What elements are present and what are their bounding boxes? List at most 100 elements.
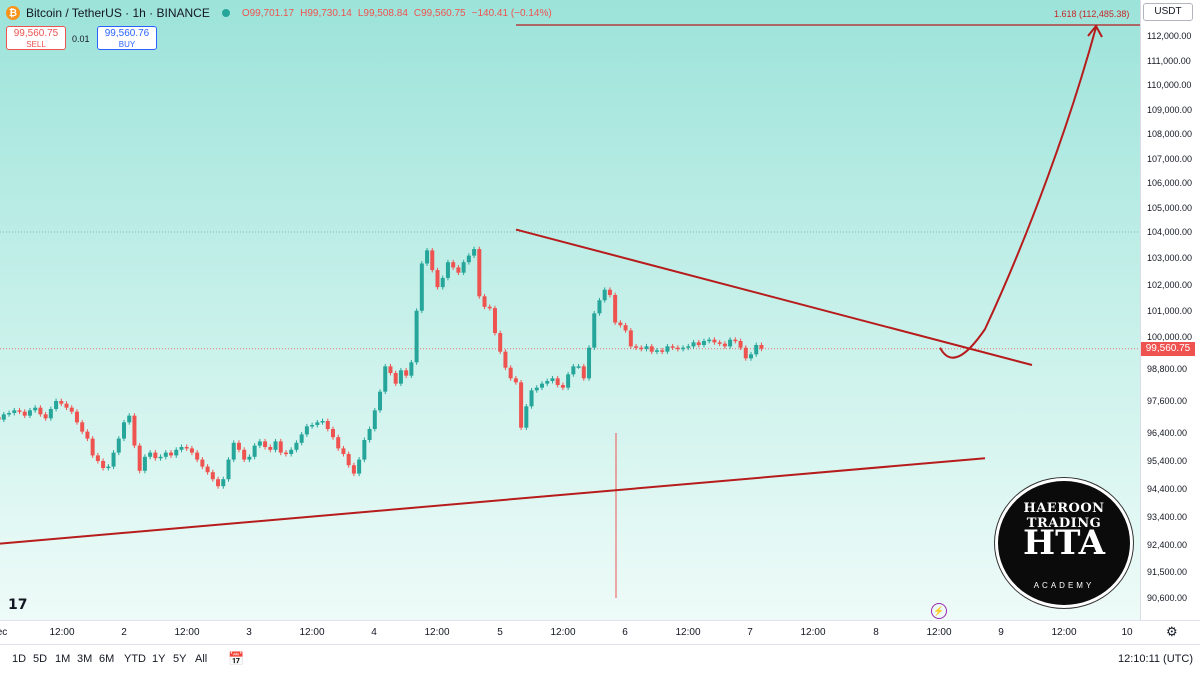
candle-body [519,382,524,428]
candle-body [90,438,95,456]
candle-body [216,479,221,487]
currency-selector[interactable]: USDT [1143,3,1193,21]
buy-button[interactable]: 99,560.76 BUY [97,26,157,50]
time-tick: 9 [998,627,1004,638]
candle-body [419,263,424,311]
candle-body [278,441,283,453]
time-tick: 12:00 [424,627,450,638]
candle-body [195,452,200,460]
range-button-5d[interactable]: 5D [33,653,48,665]
candle-body [179,447,184,450]
candle-body [383,366,388,392]
candle-body [38,407,43,415]
buy-price: 99,560.76 [104,28,150,39]
ohlc-close: C99,560.75 [413,7,466,19]
projection-arrow [939,27,1097,359]
candle-body [263,441,268,447]
arrow-head-icon [1087,24,1103,38]
candle-body [691,342,696,347]
candle-body [341,448,346,454]
time-tick: 2 [121,627,127,638]
candle-body [226,459,231,480]
candle-body [701,341,706,345]
candle-body [325,421,330,429]
candle-body [529,390,534,407]
lower-trendline [0,457,986,545]
clock-label[interactable]: 12:10:11 (UTC) [1118,653,1193,665]
candle-body [649,346,654,352]
candle-body [283,452,288,455]
range-button-3m[interactable]: 3M [77,653,93,665]
bottom-toolbar: 1D 5D 1M 3M 6M YTD 1Y 5Y All 📅 12:10:11 (UTC) [0,644,1200,676]
candle-body [315,422,320,425]
haeroon-trading-logo: HAEROON TRADING HTA ACADEMY [995,478,1133,608]
candle-body [158,456,163,459]
range-button-all[interactable]: All [195,653,208,665]
current-price-label: 99,560.75 [1141,342,1195,356]
price-tick: 96,400.00 [1147,428,1188,438]
price-tick: 102,000.00 [1147,279,1193,290]
chart-area[interactable]: ₿ Bitcoin / TetherUS · 1h · BINANCE O99,… [0,0,1140,620]
range-button-1m[interactable]: 1M [55,653,71,665]
range-button-ytd[interactable]: YTD [124,653,146,665]
price-tick: 95,400.00 [1147,456,1188,466]
candle-body [210,472,215,480]
tradingview-logo-icon[interactable]: 17 [8,597,28,613]
candle-body [487,306,492,309]
candle-body [566,374,571,388]
candle-body [346,454,351,466]
price-tick: 97,600.00 [1147,396,1188,406]
candle-body [409,362,414,376]
ohlc-low: L99,508.84 [357,7,408,19]
ohlc-open: O99,701.17 [241,7,295,19]
sell-price: 99,560.75 [13,28,59,39]
candle-body [137,445,142,471]
range-button-5y[interactable]: 5Y [173,653,187,665]
lightning-icon[interactable]: ⚡ [931,603,947,619]
price-axis[interactable]: USDT 112,000.00 111,000.00 110,000.00 109,0… [1140,0,1200,620]
time-tick: 12:00 [174,627,200,638]
ohlc-change: −140.41 (−0.14%) [471,7,552,19]
candle-body [728,339,733,347]
candle-body [22,411,27,416]
settings-gear-icon[interactable]: ⚙ [1166,624,1178,639]
price-tick: 100,000.00 [1147,332,1193,342]
time-axis[interactable]: ec 12:00 2 12:00 3 12:00 4 12:00 5 12:00 6 12:00 7 12… [0,620,1200,645]
candle-body [592,313,597,348]
time-tick: 12:00 [49,627,75,638]
candle-body [101,461,106,468]
candle-body [712,339,717,343]
candle-body [644,346,649,349]
candle-body [85,431,90,439]
candle-body [0,417,1,420]
range-button-1d[interactable]: 1D [12,653,27,665]
range-button-1y[interactable]: 1Y [152,653,166,665]
sell-button[interactable]: 99,560.75 SELL [6,26,66,50]
candle-body [613,295,618,323]
candle-body [404,370,409,376]
candle-body [576,366,581,368]
candle-body [80,422,85,432]
price-tick: 90,600.00 [1147,593,1188,603]
candle-body [231,442,236,460]
fib-target-label: 1.618 (112,485.38) [1054,9,1130,19]
time-tick: 8 [873,627,879,638]
time-tick: 12:00 [800,627,826,638]
candle-body [696,342,701,345]
symbol-title[interactable]: Bitcoin / TetherUS · 1h · BINANCE [26,6,210,20]
candle-body [33,407,38,411]
range-button-6m[interactable]: 6M [99,653,115,665]
time-tick: 10 [1121,627,1133,638]
price-tick: 103,000.00 [1147,253,1193,264]
candle-body [534,387,539,391]
logo-top-text: HAEROON TRADING [1023,501,1105,531]
candle-body [153,452,158,459]
time-tick: 12:00 [550,627,576,638]
chart-header: ₿ Bitcoin / TetherUS · 1h · BINANCE O99,… [6,6,552,20]
price-chart[interactable] [0,0,1140,620]
time-tick: 6 [622,627,628,638]
calendar-icon[interactable]: 📅 [228,651,245,666]
candle-body [477,249,482,297]
candle-body [435,270,440,288]
candle-body [12,410,17,413]
